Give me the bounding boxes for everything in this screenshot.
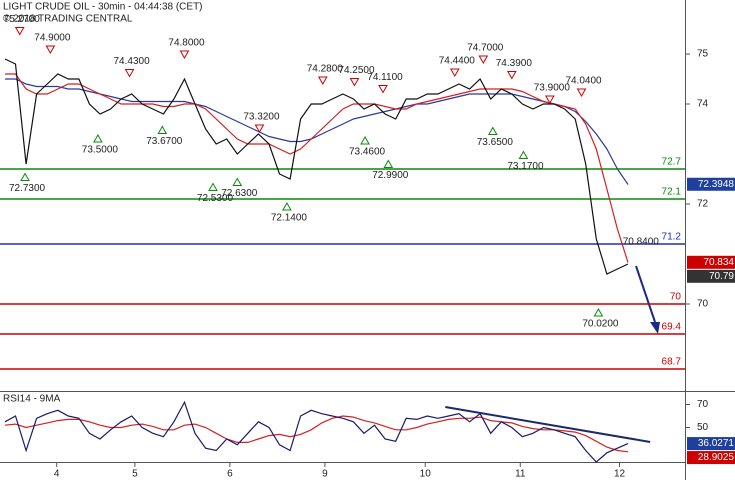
series-line — [4, 58, 629, 275]
low-label: 72.6300 — [221, 188, 258, 199]
high-label: 74.9000 — [34, 33, 71, 44]
x-tick-label: 9 — [322, 469, 328, 480]
panel-title: RSI14 - 9MA — [3, 394, 61, 405]
forecast-arrow — [635, 265, 660, 334]
level-label: 72.1 — [662, 187, 682, 198]
value-box — [687, 451, 735, 465]
x-tick-label: 12 — [614, 469, 626, 480]
high-label: 73.9000 — [534, 83, 571, 94]
x-tick-label: 5 — [132, 469, 138, 480]
x-tick-label: 10 — [420, 469, 432, 480]
series-line — [4, 415, 629, 453]
level-label: 69.4 — [662, 322, 682, 333]
high-label: 74.0400 — [565, 76, 602, 87]
level-label: 71.2 — [662, 232, 682, 243]
low-label: 70.0200 — [582, 319, 619, 330]
series-line — [5, 73, 629, 263]
y-tick-label: 75 — [697, 49, 709, 60]
high-marker — [449, 68, 460, 78]
low-label: 72.5300 — [197, 193, 234, 204]
high-marker — [576, 88, 587, 98]
value-box-label: 70.834 — [703, 257, 734, 268]
low-label: 73.6700 — [146, 136, 183, 147]
low-marker — [20, 172, 30, 181]
y-tick-label: 72 — [697, 199, 709, 210]
high-label: 74.4300 — [113, 56, 150, 67]
high-marker — [45, 45, 56, 55]
y-tick-label: 74 — [697, 99, 709, 110]
high-marker — [378, 85, 388, 94]
x-tick-label: 4 — [54, 469, 60, 480]
high-label: 74.3900 — [496, 58, 533, 69]
trendline — [445, 406, 651, 443]
high-marker — [544, 95, 555, 105]
low-label: 72.7300 — [9, 183, 46, 194]
high-marker — [349, 78, 360, 87]
price-note: 70.8400 — [623, 237, 660, 248]
low-label: 73.4600 — [349, 147, 386, 158]
value-box — [687, 437, 735, 451]
low-label: 73.6500 — [477, 137, 514, 148]
low-marker — [232, 177, 243, 186]
high-marker — [124, 69, 135, 78]
chart-title: LIGHT CRUDE OIL - 30min - 04:44:38 (CET) — [3, 2, 203, 13]
high-marker — [506, 71, 517, 80]
level-label: 70 — [670, 292, 682, 303]
high-label: 74.2500 — [338, 65, 375, 76]
low-marker — [518, 150, 529, 159]
value-box — [687, 269, 735, 283]
value-box — [687, 255, 735, 269]
low-label: 72.9900 — [372, 170, 409, 181]
value-box-label: 28.9025 — [698, 452, 735, 463]
level-label: 72.7 — [662, 157, 682, 168]
low-label: 73.5000 — [82, 145, 119, 156]
high-marker — [179, 50, 190, 60]
high-marker — [14, 27, 25, 36]
x-tick-label: 11 — [515, 469, 526, 480]
high-label: 73.3200 — [243, 112, 280, 123]
low-marker — [93, 133, 103, 143]
y-tick-label: 50 — [697, 422, 709, 433]
value-box — [687, 177, 735, 191]
high-marker — [478, 55, 489, 65]
chart-subtitle: © 2018 TRADING CENTRAL — [3, 14, 133, 25]
series-line — [4, 400, 629, 463]
high-label: 74.4400 — [439, 56, 476, 67]
low-marker — [593, 307, 604, 317]
high-label: 74.2800 — [307, 64, 344, 75]
series-line — [5, 78, 629, 185]
value-box-label: 72.3948 — [698, 179, 735, 190]
low-marker — [383, 159, 394, 168]
low-marker — [157, 125, 168, 134]
low-label: 73.1700 — [507, 161, 544, 172]
high-marker — [254, 124, 265, 134]
x-tick-label: 6 — [227, 469, 233, 480]
high-label: 74.1100 — [367, 72, 403, 83]
low-marker — [487, 126, 498, 135]
y-tick-label: 70 — [697, 399, 709, 410]
low-marker — [360, 135, 370, 145]
low-label: 72.1400 — [271, 213, 308, 224]
high-label: 74.7000 — [467, 43, 504, 54]
high-label: 74.8000 — [168, 38, 205, 49]
high-marker — [317, 76, 328, 86]
y-tick-label: 70 — [697, 299, 709, 310]
low-marker — [208, 182, 218, 191]
low-marker — [282, 201, 292, 211]
level-label: 68.7 — [662, 357, 682, 368]
value-box-label: 36.0271 — [698, 438, 735, 449]
value-box-label: 70.79 — [709, 271, 734, 282]
high-label: 75.2700 — [4, 14, 41, 25]
